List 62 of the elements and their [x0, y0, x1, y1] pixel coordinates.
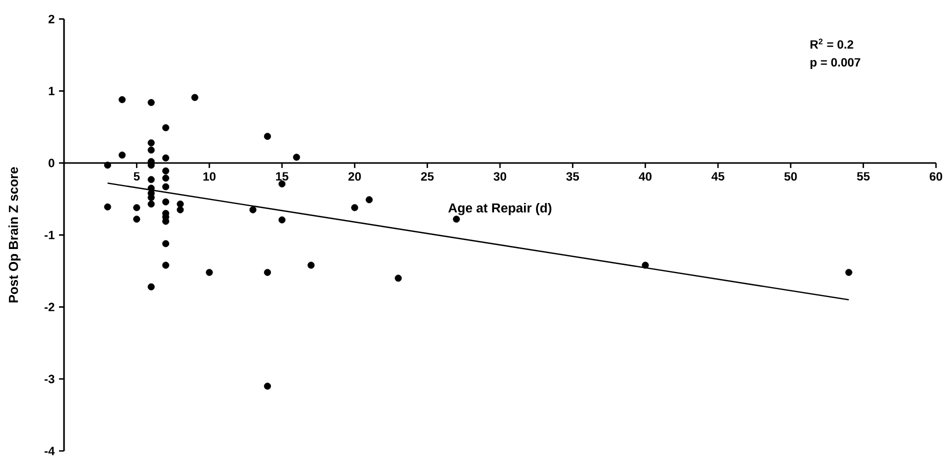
point — [293, 154, 300, 161]
point — [162, 198, 170, 206]
y-tick-label: 2 — [48, 14, 54, 24]
point — [191, 94, 198, 101]
x-tick-label: 15 — [276, 172, 288, 181]
point — [162, 183, 170, 190]
point — [148, 139, 155, 146]
point — [118, 96, 126, 104]
x-tick-label: 30 — [494, 172, 506, 181]
y-tick-label: -4 — [44, 446, 55, 456]
point — [351, 204, 358, 212]
point — [118, 152, 126, 159]
point — [104, 203, 112, 210]
x-tick-label: 45 — [712, 172, 724, 181]
point — [104, 162, 112, 169]
point — [308, 262, 315, 269]
x-tick-label: 40 — [638, 172, 652, 181]
y-tick-label: -2 — [44, 302, 54, 312]
point — [162, 154, 170, 162]
x-tick-label: 60 — [930, 172, 942, 181]
x-tick-label: 50 — [784, 172, 797, 181]
x-tick-label: 5 — [134, 172, 140, 181]
point — [148, 176, 155, 184]
x-tick-label: 10 — [203, 172, 216, 181]
x-tick-label: 25 — [421, 172, 434, 181]
point — [148, 98, 155, 106]
point — [249, 206, 256, 214]
point — [162, 167, 170, 174]
point — [162, 240, 170, 248]
point — [176, 206, 184, 214]
point — [278, 180, 286, 188]
y-tick-label: -3 — [44, 374, 54, 384]
x-tick-label: 20 — [348, 172, 361, 181]
point — [162, 124, 170, 132]
point — [264, 382, 271, 390]
y-tick-label: 1 — [48, 86, 54, 96]
y-axis-title: Post Op Brain Z score — [8, 167, 21, 302]
point — [642, 262, 649, 269]
y-tick-label: -1 — [44, 230, 54, 240]
point — [264, 132, 271, 140]
point — [206, 268, 213, 276]
point — [133, 216, 140, 223]
x-tick-label: 55 — [857, 172, 870, 181]
point — [162, 262, 170, 269]
annotation: p = 0.007 — [810, 58, 860, 69]
point — [148, 283, 155, 290]
point — [366, 196, 373, 204]
point — [264, 268, 271, 276]
point — [176, 200, 184, 208]
annotation: R$^{2}$ = 0.2 — [810, 38, 854, 49]
point — [452, 216, 460, 223]
x-tick-label: 35 — [566, 172, 579, 181]
x-axis-title: Age at Repair (d) — [448, 202, 552, 216]
y-tick-label: 0 — [48, 158, 54, 168]
point — [278, 216, 286, 224]
point — [148, 146, 155, 154]
point — [148, 194, 155, 202]
point — [148, 200, 155, 208]
point — [394, 274, 402, 282]
point — [133, 204, 140, 212]
point — [845, 268, 852, 276]
point — [162, 174, 170, 182]
